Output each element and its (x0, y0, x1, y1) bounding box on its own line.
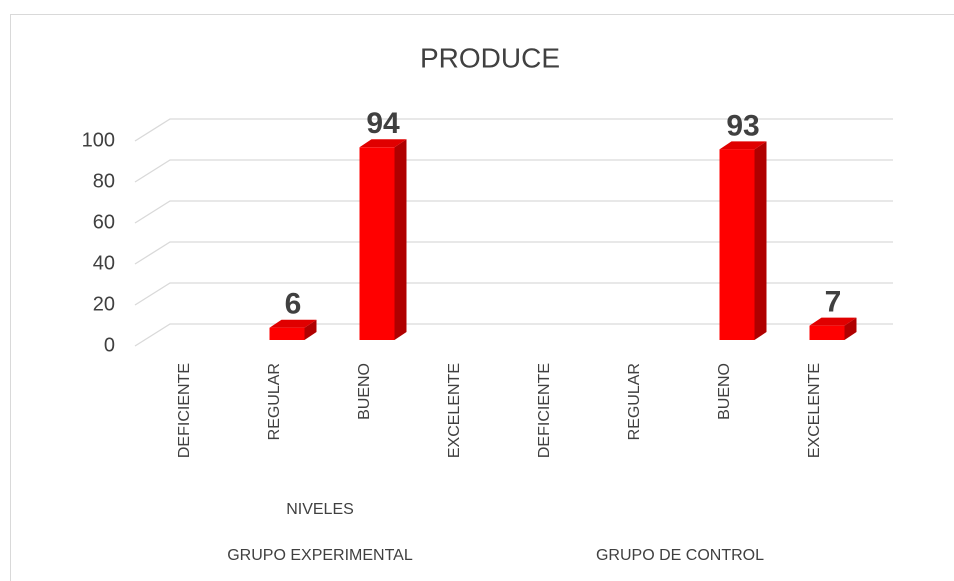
chart-border (10, 14, 954, 581)
x-tick-label: EXCELENTE (806, 363, 823, 458)
x-tick-label: EXCELENTE (446, 363, 463, 458)
x-tick-label: BUENO (356, 363, 373, 420)
y-tick-label: 60 (93, 211, 115, 233)
bar-side (754, 141, 767, 340)
bar-side (394, 139, 407, 340)
chart-title: PRODUCE (420, 42, 560, 73)
group-label: GRUPO EXPERIMENTAL (227, 547, 413, 564)
data-label: 93 (726, 109, 759, 142)
bar-top (719, 141, 767, 150)
grid-line (134, 159, 893, 183)
bar-top (359, 139, 407, 148)
grid-line (134, 200, 893, 224)
bar-side (844, 317, 857, 340)
y-tick-label: 80 (93, 170, 115, 192)
group-label: GRUPO DE CONTROL (596, 547, 764, 564)
data-label: 6 (285, 288, 302, 321)
y-tick-label: 40 (93, 252, 115, 274)
bar-front (809, 325, 845, 340)
grid-line (134, 323, 893, 347)
bar-side (304, 319, 317, 340)
bar (809, 317, 857, 340)
data-label: 94 (366, 107, 400, 140)
x-tick-label: REGULAR (266, 363, 283, 440)
bar-top (269, 319, 317, 328)
bar (719, 141, 767, 340)
data-label: 7 (825, 286, 842, 319)
bar-front (269, 327, 305, 340)
x-tick-label: REGULAR (626, 363, 643, 440)
y-tick-label: 20 (93, 293, 115, 315)
grid-line (134, 241, 893, 265)
grid-line (134, 282, 893, 306)
bar-top (809, 317, 857, 326)
x-tick-label: BUENO (716, 363, 733, 420)
bar (269, 319, 317, 340)
y-tick-label: 0 (104, 334, 115, 356)
x-tick-label: DEFICIENTE (176, 363, 193, 458)
x-tick-label: DEFICIENTE (536, 363, 553, 458)
grid-line (134, 118, 893, 142)
x-axis-label: NIVELES (286, 501, 354, 518)
y-tick-label: 100 (82, 129, 115, 151)
bar-front (359, 147, 395, 340)
bar-front (719, 149, 755, 340)
bar (359, 139, 407, 340)
